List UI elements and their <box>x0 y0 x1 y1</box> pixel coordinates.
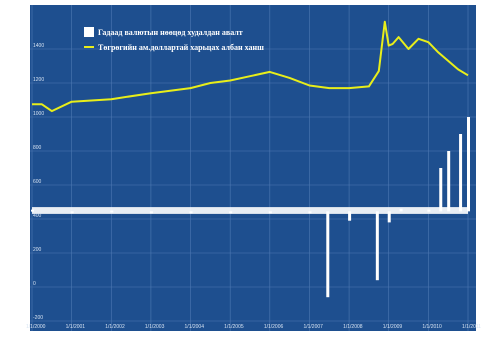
y-tick-label: 200 <box>33 247 42 253</box>
y-tick-label: 1000 <box>33 111 44 117</box>
x-tick-label: 1/1/2000 <box>26 324 46 330</box>
bar <box>348 211 352 221</box>
x-tick-label: 1/1/2007 <box>303 324 323 330</box>
y-tick-label: -200 <box>33 315 43 321</box>
plot-background <box>30 5 476 331</box>
bar-band <box>32 207 468 214</box>
y-tick-label: 1400 <box>33 43 44 49</box>
bar <box>459 134 463 212</box>
x-tick-label: 1/1/2004 <box>185 324 205 330</box>
bar <box>375 211 379 281</box>
x-tick-label: 1/1/2005 <box>224 324 244 330</box>
bar <box>447 151 451 212</box>
bar <box>439 168 443 212</box>
x-tick-label: 1/1/2002 <box>105 324 125 330</box>
y-tick-label: 800 <box>33 145 42 151</box>
x-tick-label: 1/1/2010 <box>422 324 442 330</box>
bar <box>387 211 391 223</box>
x-tick-label: 1/1/2008 <box>343 324 363 330</box>
y-tick-label: 600 <box>33 179 42 185</box>
bar <box>326 211 330 298</box>
x-tick-label: 1/1/2009 <box>383 324 403 330</box>
x-tick-label: 1/1/2006 <box>264 324 284 330</box>
x-tick-label: 1/1/2001 <box>66 324 86 330</box>
x-tick-label: 1/1/2003 <box>145 324 165 330</box>
exchange-rate-line <box>32 20 469 113</box>
y-tick-label: 1200 <box>33 77 44 83</box>
legend: Гадаад валютын нөөцөд худалдан авалт Төг… <box>84 27 264 52</box>
legend-label-bars: Гадаад валютын нөөцөд худалдан авалт <box>98 28 243 37</box>
y-tick-label: 0 <box>33 281 36 287</box>
legend-swatch-bars <box>84 27 94 37</box>
legend-label-line: Төгрөгийн ам.доллартай харьцах албан хан… <box>98 43 264 52</box>
y-tick-label: 400 <box>33 213 42 219</box>
x-tick-label: 1/1/2011 <box>462 324 481 330</box>
bar <box>467 117 470 212</box>
